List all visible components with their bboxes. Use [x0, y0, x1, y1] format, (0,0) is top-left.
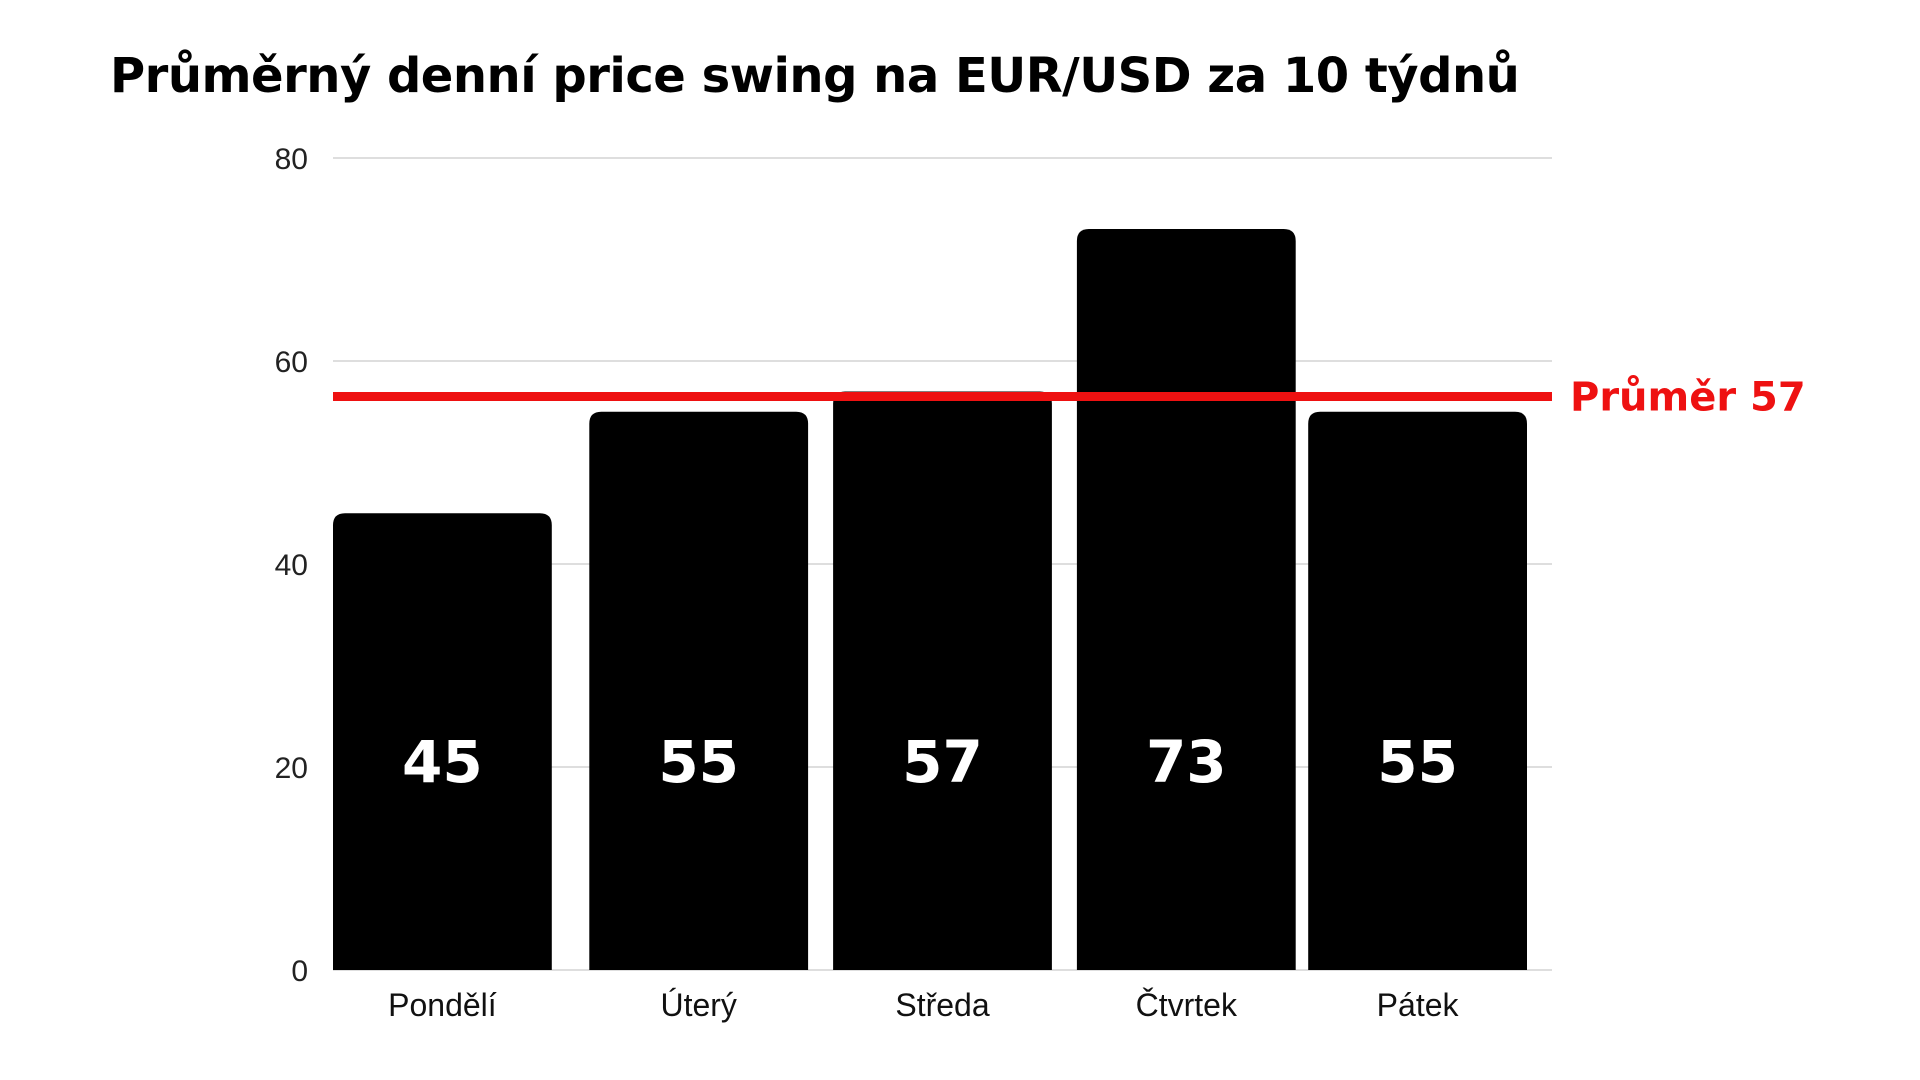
y-tick-label: 40	[275, 549, 308, 582]
bar	[589, 411, 809, 970]
average-line-group: Průměr 57	[333, 374, 1806, 421]
bar-value-label: 55	[1377, 728, 1458, 796]
x-tick-label: Čtvrtek	[1136, 987, 1238, 1023]
x-tick-label: Středa	[895, 987, 989, 1023]
bar	[833, 391, 1052, 970]
chart-title: Průměrný denní price swing na EUR/USD za…	[110, 48, 1520, 104]
y-tick-label: 80	[275, 143, 308, 176]
y-tick-label: 0	[291, 955, 308, 988]
y-axis: 0 20 40 60 80	[275, 143, 308, 988]
x-axis: Pondělí Úterý Středa Čtvrtek Pátek	[388, 987, 1459, 1023]
bar	[333, 513, 552, 970]
bars: 45 55 57 73 55	[333, 229, 1527, 971]
bar-value-label: 45	[402, 728, 483, 796]
bar-value-label: 73	[1146, 728, 1227, 796]
average-label: Průměr 57	[1570, 374, 1806, 421]
bar	[1308, 411, 1527, 970]
bar-value-label: 57	[902, 728, 983, 796]
x-tick-label: Úterý	[660, 987, 736, 1023]
x-tick-label: Pátek	[1377, 987, 1460, 1023]
y-tick-label: 60	[275, 346, 308, 379]
y-tick-label: 20	[275, 752, 308, 785]
bar-value-label: 55	[658, 728, 739, 796]
bar	[1076, 229, 1296, 971]
x-tick-label: Pondělí	[388, 987, 497, 1023]
